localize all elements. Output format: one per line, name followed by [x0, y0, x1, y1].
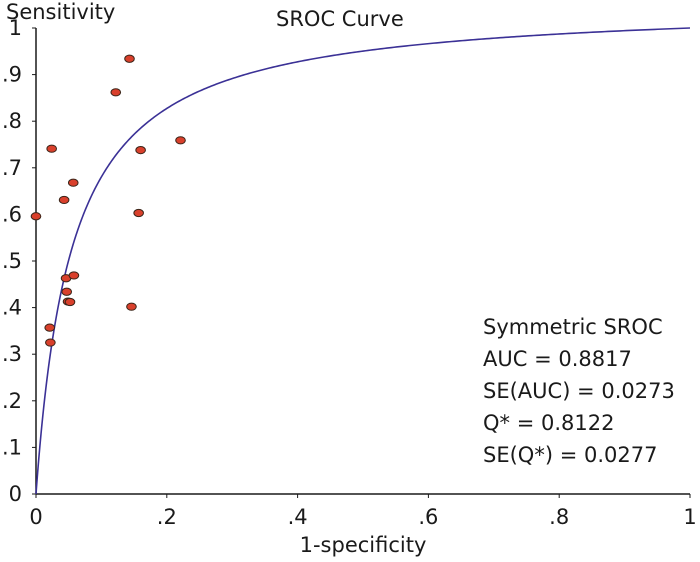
data-point: [68, 271, 80, 280]
data-point: [46, 144, 57, 153]
data-point: [175, 136, 186, 145]
data-point: [58, 195, 70, 205]
y-tick-label: 1: [9, 16, 22, 40]
data-point: [133, 208, 144, 218]
x-tick-label: .4: [288, 505, 308, 529]
stats-box: Symmetric SROC AUC = 0.8817 SE(AUC) = 0.…: [483, 315, 675, 467]
data-point: [30, 212, 42, 221]
data-points: [30, 54, 186, 347]
x-axis-title: 1-specificity: [300, 533, 427, 557]
x-tick-label: .6: [418, 505, 438, 529]
data-point: [110, 88, 122, 97]
x-tick-labels: 0 .2 .4 .6 .8 1: [29, 494, 697, 529]
data-point: [61, 287, 73, 296]
y-tick-label: .9: [2, 63, 22, 87]
data-point: [126, 302, 137, 311]
y-tick-label: .8: [2, 109, 22, 133]
y-tick-label: 0: [9, 482, 22, 506]
x-tick-label: 0: [29, 505, 42, 529]
stats-auc: AUC = 0.8817: [483, 347, 632, 371]
y-tick-label: .3: [2, 342, 22, 366]
stats-title: Symmetric SROC: [483, 315, 663, 339]
data-point: [135, 145, 146, 155]
y-axis-title: Sensitivity: [6, 0, 115, 24]
stats-se-q-star: SE(Q*) = 0.0277: [483, 443, 657, 467]
data-point: [45, 338, 56, 347]
data-point: [124, 54, 135, 63]
chart-title: SROC Curve: [276, 7, 404, 31]
y-tick-label: .4: [2, 296, 22, 320]
y-tick-label: .1: [2, 435, 22, 459]
y-tick-labels: 0 .1 .2 .3 .4 .5 .6 .7 .8 .9 1: [2, 16, 36, 506]
x-tick-label: .8: [549, 505, 569, 529]
x-tick-label: .2: [157, 505, 177, 529]
y-tick-label: .7: [2, 156, 22, 180]
y-tick-label: .2: [2, 389, 22, 413]
data-point: [64, 297, 76, 307]
data-point: [44, 323, 56, 332]
x-tick-label: 1: [683, 505, 696, 529]
data-point: [67, 178, 79, 187]
y-tick-label: .6: [2, 202, 22, 226]
y-tick-label: .5: [2, 249, 22, 273]
stats-q-star: Q* = 0.8122: [483, 411, 614, 435]
stats-se-auc: SE(AUC) = 0.0273: [483, 379, 675, 403]
